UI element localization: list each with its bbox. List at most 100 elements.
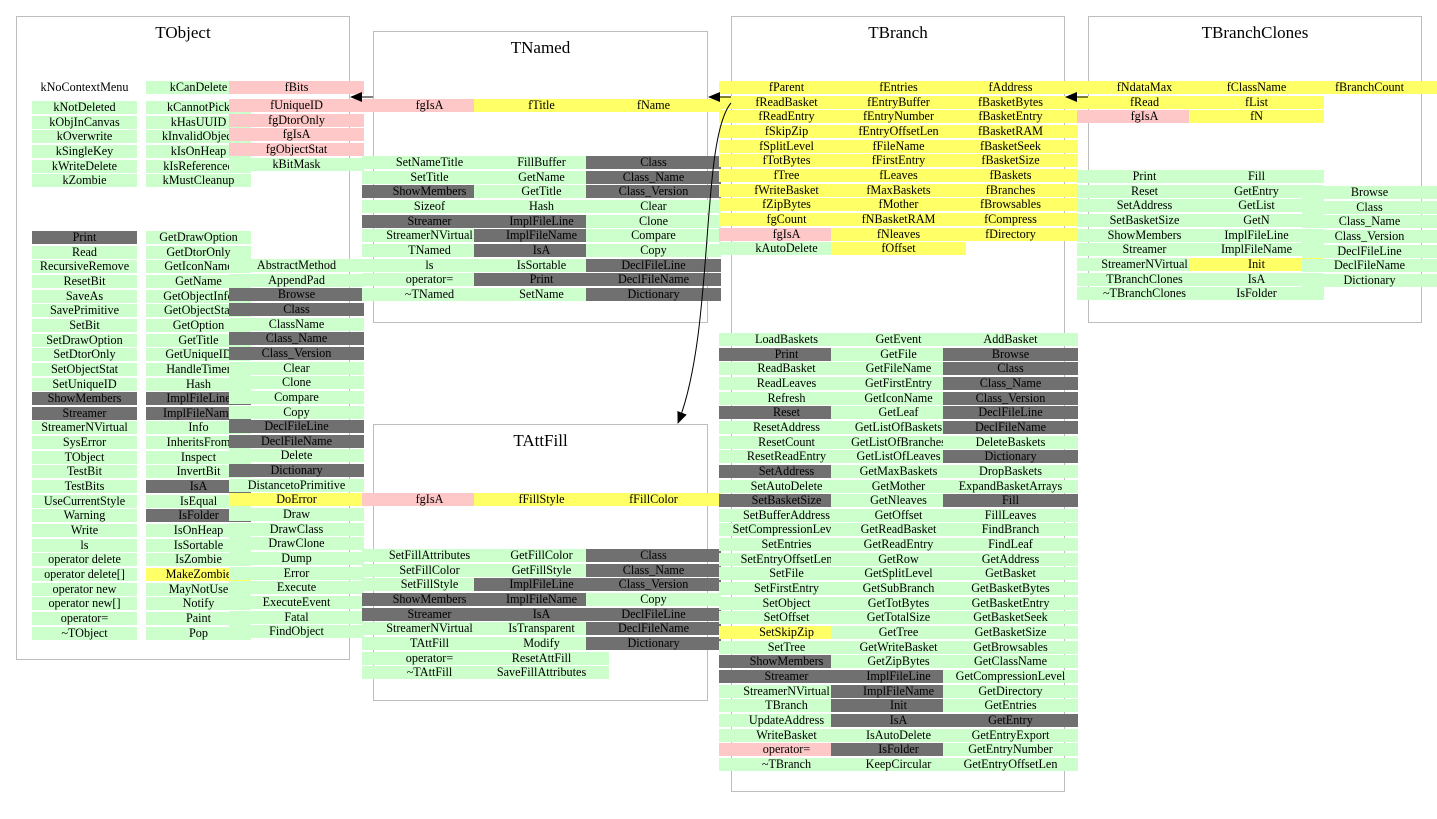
member-operator: operator= xyxy=(32,610,137,625)
member-declfilename: DeclFileName xyxy=(229,434,364,448)
member-class-name: Class_Name xyxy=(586,562,721,577)
member-setnametitle: SetNameTitle xyxy=(362,156,497,169)
member-getentrynumber: GetEntryNumber xyxy=(943,743,1078,757)
member-label: fTitle xyxy=(528,98,555,112)
member-class: Class xyxy=(229,302,364,316)
member-label: IsSortable xyxy=(173,537,224,552)
member-streamernvirtual: StreamerNVirtual xyxy=(32,421,137,435)
member-label: GetN xyxy=(1243,212,1270,227)
member-ksinglekey: kSingleKey xyxy=(32,144,137,158)
member-fgisa: fgIsA xyxy=(229,128,364,142)
member-label: FindObject xyxy=(269,624,324,639)
member-label: ImplFileName xyxy=(1220,242,1293,257)
member-hash: Hash xyxy=(474,198,609,213)
member-label: fEntryNumber xyxy=(862,109,935,124)
member-label: fNdataMax xyxy=(1116,80,1173,94)
member-label: fgIsA xyxy=(772,226,801,241)
member-declfileline: DeclFileLine xyxy=(586,258,721,272)
member-label: TAttFill xyxy=(410,635,449,650)
member-label: GetLeaf xyxy=(878,405,919,420)
member-label: IsA xyxy=(189,479,208,494)
member-tobject: TObject xyxy=(32,450,137,464)
member-label: ~TObject xyxy=(61,625,108,640)
member-label: GetTotalSize xyxy=(866,610,931,625)
member-label: fList xyxy=(1244,94,1269,109)
member-findleaf: FindLeaf xyxy=(943,538,1078,552)
member-label: fBasketSize xyxy=(981,153,1040,168)
member-getobjectinfo: GetObjectInfo xyxy=(146,289,251,303)
member-label: SetOffset xyxy=(763,610,810,625)
member-isfolder: IsFolder xyxy=(831,743,966,757)
member-label: StreamerNVirtual xyxy=(743,683,830,698)
member-setuniqueid: SetUniqueID xyxy=(32,377,137,391)
member-invertbit: InvertBit xyxy=(146,465,251,479)
member-class-name: Class_Name xyxy=(943,376,1078,390)
member-label: SetSkipZip xyxy=(759,625,814,639)
member-declfileline: DeclFileLine xyxy=(229,420,364,434)
member-label: GetObjectStat xyxy=(163,303,234,318)
member-isa: IsA xyxy=(474,607,609,621)
member-label: kInvalidObject xyxy=(161,129,236,144)
member-label: GetReadEntry xyxy=(863,537,934,552)
member-label: GetFillStyle xyxy=(511,562,572,577)
member-delete: Delete xyxy=(229,449,364,463)
member-setbufferaddress: SetBufferAddress xyxy=(719,508,854,522)
member-label: SetDrawOption xyxy=(46,332,123,347)
member-label: kHasUUID xyxy=(170,114,227,129)
member-label: kAutoDelete xyxy=(755,241,818,256)
member-execute: Execute xyxy=(229,581,364,595)
member-label: operator= xyxy=(60,610,109,625)
member-label: DeclFileName xyxy=(974,419,1047,434)
member-label: fFileName xyxy=(872,138,925,153)
member-declfileline: DeclFileLine xyxy=(1302,244,1437,258)
member-knocontextmenu: kNoContextMenu xyxy=(32,81,137,94)
member-label: FindBranch xyxy=(981,522,1040,537)
member-label: Dictionary xyxy=(627,286,680,301)
member-streamer: Streamer xyxy=(1077,243,1212,257)
member-clear: Clear xyxy=(586,198,721,213)
member-label: fSkipZip xyxy=(764,123,809,138)
member-label: GetReadBasket xyxy=(860,522,937,537)
member-distancetoprimitive: DistancetoPrimitive xyxy=(229,478,364,492)
member-ffillcolor: fFillColor xyxy=(586,493,721,506)
member-tbranchclones: ~TBranchClones xyxy=(1077,287,1212,301)
member-label: DeclFileLine xyxy=(621,606,686,621)
member-label: fFillStyle xyxy=(518,492,565,506)
member-label: fFillColor xyxy=(629,492,678,506)
member-label: IsFolder xyxy=(178,508,219,523)
class-title: TNamed xyxy=(510,38,571,57)
member-savefillattributes: SaveFillAttributes xyxy=(474,666,609,680)
member-label: ~TBranch xyxy=(761,756,812,771)
member-label: Hash xyxy=(528,198,555,213)
member-isa: IsA xyxy=(831,713,966,727)
member-label: Class xyxy=(1356,199,1383,214)
member-fillleaves: FillLeaves xyxy=(943,508,1078,522)
member-label: Clear xyxy=(283,360,310,375)
member-label: GetList xyxy=(1238,198,1275,213)
member-fbasketentry: fBasketEntry xyxy=(943,110,1078,124)
member-ffillstyle: fFillStyle xyxy=(474,493,609,506)
member-getreadbasket: GetReadBasket xyxy=(831,522,966,537)
member-streamer: Streamer xyxy=(719,669,854,683)
member-issortable: IsSortable xyxy=(474,258,609,272)
member-streamer: Streamer xyxy=(362,214,497,228)
member-fdirectory: fDirectory xyxy=(943,227,1078,241)
member-reset: Reset xyxy=(719,406,854,420)
member-setfillstyle: SetFillStyle xyxy=(362,578,497,592)
member-label: fgIsA xyxy=(1130,109,1159,124)
member-label: Clear xyxy=(640,198,667,213)
member-streamer: Streamer xyxy=(362,607,497,621)
member-label: kIsReferenced xyxy=(163,158,234,173)
member-fbrowsables: fBrowsables xyxy=(943,198,1078,212)
member-executeevent: ExecuteEvent xyxy=(229,595,364,609)
member-label: Class_Name xyxy=(622,562,685,577)
member-operator: operator= xyxy=(719,743,854,757)
member-fread: fRead xyxy=(1077,95,1212,109)
member-fsplitlevel: fSplitLevel xyxy=(719,139,854,153)
member-getname: GetName xyxy=(146,274,251,288)
member-browse: Browse xyxy=(1302,186,1437,199)
member-label: Paint xyxy=(185,610,212,625)
member-implfilename: ImplFileName xyxy=(146,406,251,420)
member-label: LoadBaskets xyxy=(755,332,818,346)
member-freadbasket: fReadBasket xyxy=(719,95,854,109)
